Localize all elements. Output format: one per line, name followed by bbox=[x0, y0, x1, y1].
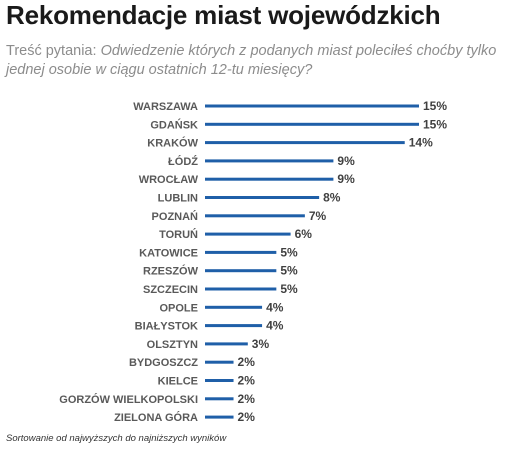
value-label: 4% bbox=[266, 300, 284, 314]
category-label: OPOLE bbox=[159, 302, 198, 314]
bar bbox=[205, 214, 305, 218]
bar bbox=[205, 269, 277, 273]
bar bbox=[205, 360, 234, 364]
bar bbox=[205, 196, 320, 199]
bar bbox=[205, 177, 334, 181]
value-label: 9% bbox=[337, 154, 355, 168]
value-label: 2% bbox=[238, 392, 256, 406]
bar bbox=[205, 324, 263, 328]
bar bbox=[205, 159, 334, 163]
category-label: SZCZECIN bbox=[143, 284, 198, 296]
value-label: 5% bbox=[280, 282, 298, 296]
value-label: 15% bbox=[423, 117, 447, 131]
category-label: WARSZAWA bbox=[133, 101, 198, 113]
category-label: BYDGOSZCZ bbox=[129, 357, 198, 369]
bar bbox=[205, 122, 419, 126]
category-label: OLSZTYN bbox=[147, 339, 198, 351]
bar bbox=[205, 141, 405, 145]
bar bbox=[205, 379, 234, 382]
bar bbox=[205, 342, 248, 346]
value-label: 14% bbox=[409, 136, 433, 150]
category-label: ZIELONA GÓRA bbox=[114, 411, 198, 424]
value-label: 15% bbox=[423, 99, 447, 113]
category-label: GDAŃSK bbox=[150, 118, 198, 131]
category-label: KIELCE bbox=[158, 376, 198, 388]
category-label: LUBLIN bbox=[158, 193, 198, 205]
value-label: 5% bbox=[280, 245, 298, 259]
value-label: 4% bbox=[266, 319, 284, 333]
bar bbox=[205, 287, 277, 291]
bar bbox=[205, 305, 263, 309]
category-label: RZESZÓW bbox=[143, 265, 199, 278]
value-label: 2% bbox=[238, 410, 256, 424]
question-body: Odwiedzenie których z podanych miast pol… bbox=[6, 43, 497, 78]
category-label: POZNAŃ bbox=[152, 210, 199, 223]
value-label: 2% bbox=[238, 374, 256, 388]
value-label: 3% bbox=[252, 337, 270, 351]
question-text: Treść pytania: Odwiedzenie których z pod… bbox=[6, 42, 518, 80]
bar bbox=[205, 232, 291, 236]
value-label: 2% bbox=[238, 355, 256, 369]
question-prefix: Treść pytania: bbox=[6, 43, 101, 59]
bar bbox=[205, 397, 234, 401]
category-label: ŁÓDŹ bbox=[168, 155, 198, 168]
category-label: GORZÓW WIELKOPOLSKI bbox=[59, 393, 198, 406]
category-label: WROCŁAW bbox=[139, 174, 199, 186]
value-label: 9% bbox=[337, 172, 355, 186]
bar bbox=[205, 415, 234, 419]
category-label: KRAKÓW bbox=[147, 137, 198, 150]
value-label: 6% bbox=[295, 227, 313, 241]
value-label: 8% bbox=[323, 191, 341, 205]
value-label: 7% bbox=[309, 209, 327, 223]
bar bbox=[205, 250, 277, 254]
category-label: TORUŃ bbox=[159, 228, 198, 241]
category-label: BIAŁYSTOK bbox=[135, 321, 198, 333]
bar bbox=[205, 104, 419, 108]
page-title: Rekomendacje miast wojewódzkich bbox=[6, 0, 441, 30]
category-label: KATOWICE bbox=[139, 247, 198, 259]
sort-footnote: Sortowanie od najwyższych do najniższych… bbox=[6, 433, 227, 444]
value-label: 5% bbox=[280, 264, 298, 278]
